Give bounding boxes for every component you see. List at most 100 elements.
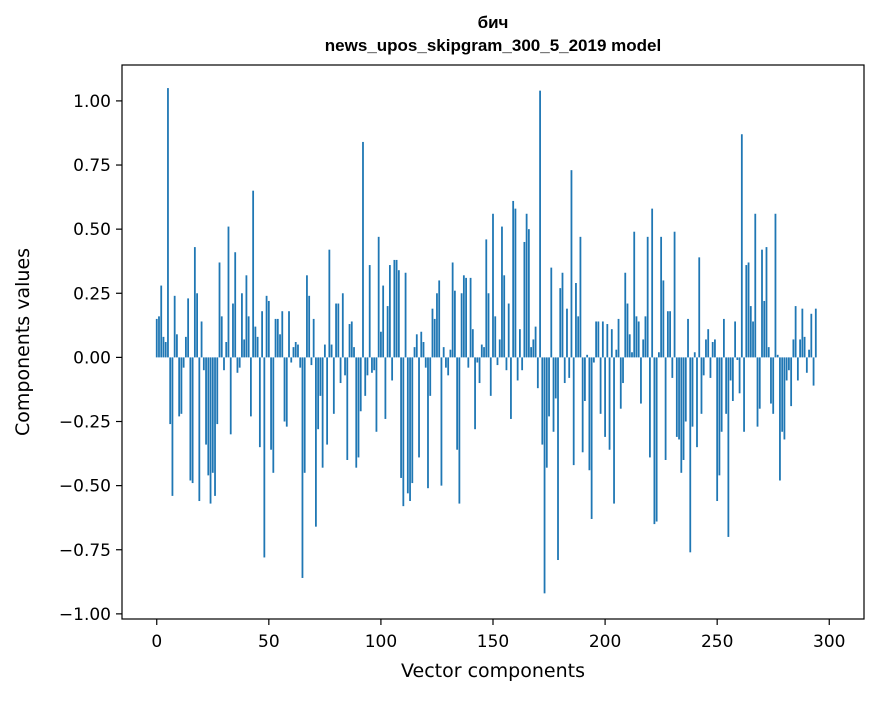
bar-component-120 (424, 357, 427, 368)
bar-component-135 (458, 357, 461, 504)
bar-component-52 (272, 357, 275, 473)
bar-component-235 (682, 357, 685, 460)
bar-component-258 (734, 321, 736, 358)
y-axis-ticks: 1.00 0.75 0.50 0.25 0.00 −0.25 −0.50 −0.75 −1.00 (59, 92, 122, 625)
bar-component-4 (164, 342, 167, 358)
bar-component-81 (337, 303, 340, 358)
bar-component-268 (756, 357, 759, 427)
bar-component-2 (160, 285, 163, 358)
bar-component-281 (785, 357, 788, 381)
bar-component-100 (380, 331, 382, 358)
bar-component-23 (207, 357, 210, 476)
bar-component-36 (236, 357, 239, 373)
y-tick-label: −0.50 (59, 477, 111, 497)
bar-component-226 (662, 280, 665, 358)
bar-component-26 (214, 357, 216, 496)
bar-component-285 (794, 306, 797, 358)
bar-component-209 (624, 272, 627, 358)
bar-component-103 (386, 306, 389, 358)
bar-component-59 (288, 311, 290, 358)
bar-component-178 (554, 357, 557, 399)
bar-component-132 (451, 262, 454, 358)
bar-component-67 (306, 275, 308, 358)
bar-component-197 (597, 321, 600, 358)
bar-component-201 (606, 324, 609, 358)
bar-component-90 (357, 357, 360, 458)
bar-component-167 (530, 347, 532, 358)
bar-component-211 (628, 334, 631, 358)
bar-component-44 (254, 326, 257, 358)
bar-component-22 (205, 357, 207, 445)
bar-component-158 (510, 357, 512, 419)
bar-component-137 (462, 275, 465, 358)
y-tick-label: −0.25 (59, 413, 111, 433)
bar-component-161 (516, 357, 519, 381)
bar-component-273 (767, 347, 770, 358)
bar-component-71 (315, 357, 317, 527)
bar-component-234 (680, 357, 683, 473)
bar-component-57 (283, 357, 286, 422)
bar-component-236 (684, 357, 687, 422)
bar-component-77 (328, 249, 331, 358)
bar-component-289 (803, 336, 806, 358)
bar-component-207 (619, 357, 622, 409)
bar-component-224 (657, 352, 660, 358)
bar-component-56 (281, 311, 284, 358)
bar-component-187 (575, 283, 577, 358)
bar-component-140 (469, 277, 472, 358)
bar-component-227 (664, 357, 667, 460)
bar-component-61 (292, 347, 295, 358)
bar-component-186 (572, 357, 575, 466)
bar-component-13 (184, 336, 187, 358)
y-axis-label: Components values (12, 248, 34, 436)
bar-component-142 (474, 357, 476, 430)
bar-component-151 (494, 316, 497, 358)
bar-component-17 (193, 247, 196, 358)
bar-component-54 (276, 318, 279, 358)
bar-component-168 (532, 339, 535, 358)
bar-component-87 (350, 321, 353, 358)
bar-component-212 (631, 352, 633, 358)
bar-component-7 (171, 357, 174, 496)
bar-component-89 (355, 357, 358, 468)
bar-component-200 (604, 357, 606, 437)
bar-component-202 (608, 357, 611, 450)
bar-component-278 (779, 357, 781, 481)
bar-component-156 (505, 357, 508, 371)
bar-component-133 (453, 290, 456, 358)
bar-component-260 (738, 357, 741, 394)
bar-component-121 (427, 357, 429, 489)
bar-component-95 (368, 265, 371, 358)
bar-component-134 (456, 357, 459, 450)
bar-component-72 (317, 357, 320, 430)
bar-component-188 (577, 316, 580, 358)
x-tick-label: 300 (813, 632, 845, 652)
bar-component-282 (788, 357, 790, 371)
bar-component-152 (496, 357, 499, 366)
bar-component-219 (646, 236, 649, 358)
bar-component-108 (397, 270, 400, 358)
bar-component-250 (716, 357, 719, 502)
bar-component-42 (250, 357, 252, 417)
bar-component-12 (182, 357, 185, 368)
bar-component-222 (653, 357, 656, 525)
bar-component-262 (743, 357, 745, 432)
bar-component-206 (617, 318, 620, 358)
x-tick-label: 0 (151, 632, 162, 652)
bar-component-80 (335, 303, 337, 358)
bar-component-230 (671, 357, 674, 378)
x-tick-label: 150 (477, 632, 509, 652)
bar-component-118 (420, 331, 423, 358)
bar-component-116 (415, 334, 418, 358)
bar-component-114 (411, 357, 414, 484)
bar-component-46 (258, 357, 261, 448)
y-tick-label: 0.00 (73, 348, 111, 368)
bar-component-131 (449, 349, 452, 358)
bar-component-267 (754, 213, 757, 358)
bar-component-280 (783, 357, 786, 440)
bar-component-128 (442, 347, 445, 358)
bar-component-144 (478, 357, 481, 384)
bar-component-82 (339, 357, 342, 384)
